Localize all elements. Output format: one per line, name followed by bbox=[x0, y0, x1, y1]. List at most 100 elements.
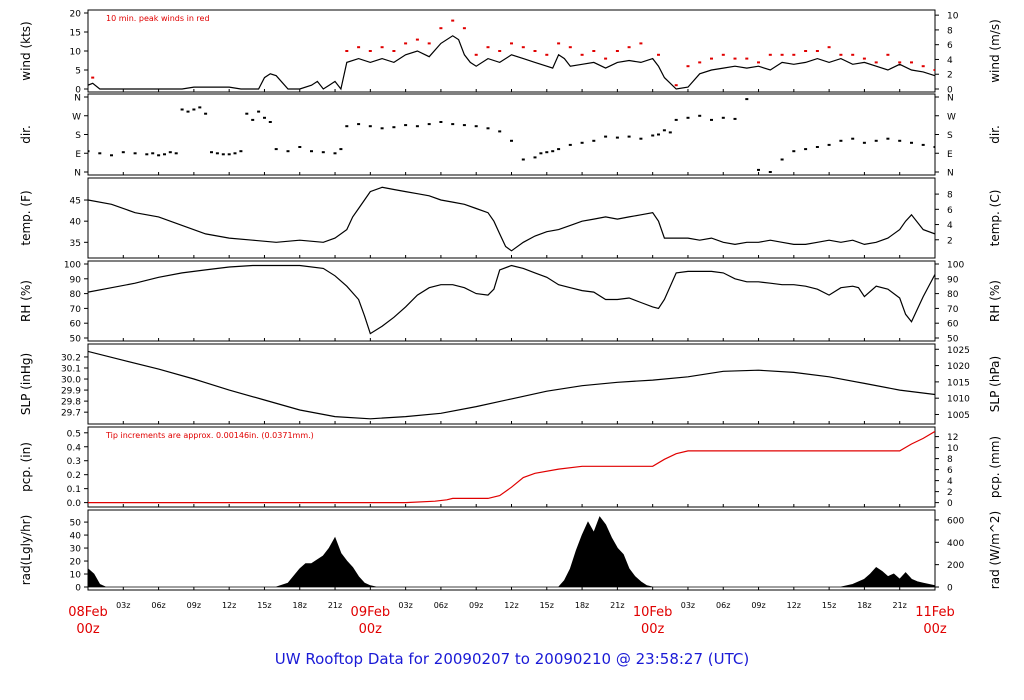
series-point-wind-direction bbox=[310, 150, 313, 153]
right-tick-label: 1005 bbox=[947, 411, 970, 421]
right-tick-label: 10 bbox=[947, 444, 959, 454]
series-point-wind-direction bbox=[657, 133, 660, 136]
left-tick-label: 10 bbox=[70, 48, 82, 58]
series-point-wind-direction bbox=[557, 148, 561, 151]
series-line-sea-level-pressure bbox=[88, 350, 935, 420]
panel-frame-wind bbox=[87, 9, 936, 93]
series-point-wind-direction bbox=[568, 143, 572, 146]
right-axis-label-pcp: pcp. (mm) bbox=[988, 436, 1002, 498]
series-point-wind-direction bbox=[780, 158, 784, 161]
series-point-10-min-peak-winds bbox=[462, 27, 466, 30]
right-tick-label: N bbox=[947, 169, 954, 179]
left-tick-label: 20 bbox=[70, 10, 82, 20]
left-tick-label: 100 bbox=[64, 261, 81, 271]
left-tick-label: 10 bbox=[70, 571, 82, 581]
left-tick-label: 0.1 bbox=[67, 485, 81, 495]
series-point-10-min-peak-winds bbox=[392, 50, 396, 52]
right-tick-label: 4 bbox=[947, 221, 953, 231]
series-point-wind-direction bbox=[674, 118, 678, 121]
series-point-wind-direction bbox=[245, 112, 249, 115]
x-minor-label: 12z bbox=[222, 601, 236, 610]
left-tick-label: W bbox=[72, 112, 81, 122]
series-point-wind-direction bbox=[157, 154, 161, 157]
panel-frame-rh bbox=[87, 260, 936, 342]
x-major-hour-label: 00z bbox=[923, 622, 947, 637]
left-tick-label: 30.1 bbox=[61, 364, 81, 374]
x-minor-label: 09z bbox=[751, 601, 765, 610]
series-point-wind-direction bbox=[88, 150, 90, 153]
left-tick-label: S bbox=[75, 131, 81, 141]
series-point-wind-direction bbox=[698, 114, 702, 117]
series-point-wind-direction bbox=[510, 139, 513, 142]
x-minor-label: 15z bbox=[540, 601, 554, 610]
left-tick-label: 0.5 bbox=[67, 429, 81, 439]
series-point-wind-direction bbox=[251, 118, 255, 121]
series-point-wind-direction bbox=[486, 127, 490, 130]
series-point-wind-direction bbox=[898, 139, 902, 142]
series-point-wind-direction bbox=[686, 116, 690, 119]
series-line-relative-humidity bbox=[88, 264, 935, 335]
panel-series-wind bbox=[88, 19, 935, 91]
series-point-wind-direction bbox=[745, 98, 749, 101]
left-tick-label: 40 bbox=[70, 532, 82, 542]
x-minor-label: 12z bbox=[787, 601, 801, 610]
series-point-wind-direction bbox=[210, 151, 213, 154]
series-point-wind-direction bbox=[551, 150, 555, 153]
series-point-wind-direction bbox=[804, 148, 808, 151]
right-tick-label: 600 bbox=[947, 516, 964, 526]
series-point-wind-direction bbox=[427, 123, 431, 126]
series-point-wind-direction bbox=[151, 152, 155, 155]
right-tick-label: 0 bbox=[947, 584, 953, 594]
series-point-wind-direction bbox=[192, 108, 196, 111]
left-tick-label: 0.4 bbox=[67, 443, 82, 453]
left-tick-label: 50 bbox=[70, 519, 82, 529]
series-point-wind-direction bbox=[204, 112, 208, 115]
series-point-10-min-peak-winds bbox=[592, 50, 596, 52]
series-point-wind-direction bbox=[862, 141, 866, 144]
left-tick-label: 20 bbox=[70, 558, 82, 568]
series-line-wind-speed bbox=[88, 35, 935, 91]
x-minor-label: 03z bbox=[681, 601, 695, 610]
left-tick-label: 30 bbox=[70, 545, 82, 555]
right-tick-label: N bbox=[947, 94, 954, 104]
series-point-wind-direction bbox=[851, 137, 855, 140]
left-tick-label: 30.0 bbox=[61, 376, 81, 386]
series-point-10-min-peak-winds bbox=[521, 46, 525, 49]
right-axis-label-slp: SLP (hPa) bbox=[988, 356, 1002, 412]
series-point-wind-direction bbox=[121, 151, 125, 154]
right-tick-label: 0 bbox=[947, 499, 953, 509]
series-point-wind-direction bbox=[533, 156, 537, 159]
series-point-wind-direction bbox=[380, 127, 384, 130]
right-tick-label: 2 bbox=[947, 236, 953, 246]
right-tick-label: 80 bbox=[947, 290, 959, 300]
series-point-wind-direction bbox=[592, 139, 596, 142]
panel-rh: 50 60 70 80 90 100 50 60 70 80 90 100 RH (%) RH (%) bbox=[19, 260, 1002, 345]
x-minor-label: 09z bbox=[469, 601, 483, 610]
series-point-wind-direction bbox=[710, 118, 713, 121]
series-point-10-min-peak-winds bbox=[533, 50, 537, 52]
series-point-wind-direction bbox=[668, 131, 672, 134]
left-axis-label-dir: dir. bbox=[19, 125, 33, 144]
left-tick-label: 35 bbox=[70, 239, 81, 249]
right-axis-label-rh: RH (%) bbox=[988, 280, 1002, 322]
panel-slp: 29.729.829.930.0 30.130.2 1005 1010 1015 1020… bbox=[19, 343, 1002, 425]
series-point-wind-direction bbox=[221, 153, 225, 156]
right-tick-label: 1015 bbox=[947, 378, 970, 388]
series-point-wind-direction bbox=[274, 148, 278, 151]
right-tick-label: 8 bbox=[947, 191, 953, 201]
series-point-10-min-peak-winds bbox=[427, 42, 431, 45]
series-point-wind-direction bbox=[757, 168, 760, 171]
x-major-day-label: 08Feb bbox=[68, 605, 108, 620]
series-point-10-min-peak-winds bbox=[545, 53, 549, 56]
left-tick-label: 30.2 bbox=[61, 353, 81, 363]
right-tick-label: 4 bbox=[947, 56, 953, 66]
left-tick-label: 29.7 bbox=[61, 409, 81, 419]
right-tick-label: 12 bbox=[947, 433, 958, 443]
series-point-10-min-peak-winds bbox=[657, 53, 660, 56]
x-minor-label: 03z bbox=[398, 601, 412, 610]
series-point-10-min-peak-winds bbox=[674, 84, 678, 87]
x-minor-label: 21z bbox=[328, 601, 342, 610]
right-axis-label-wind: wind (m/s) bbox=[988, 19, 1002, 83]
left-axis-label-pcp: pcp. (in) bbox=[19, 442, 33, 492]
